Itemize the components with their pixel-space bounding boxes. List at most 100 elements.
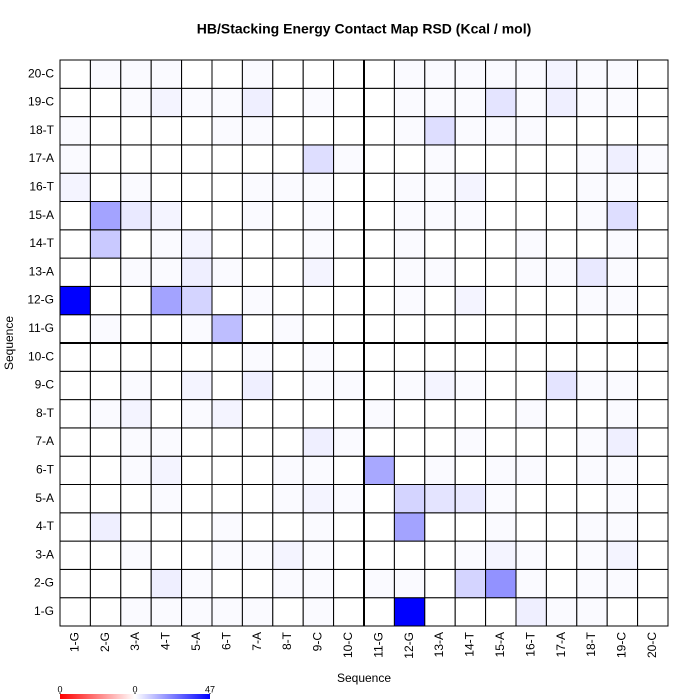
cell: [363, 87, 395, 118]
cell: [454, 59, 487, 89]
cell: [485, 597, 517, 627]
y-tick-label: 8-T: [36, 406, 55, 420]
cell: [333, 172, 365, 202]
cell: [424, 597, 456, 627]
x-tick-label: 16-T: [523, 631, 537, 656]
cell: [181, 342, 213, 372]
x-tick-label: 8-T: [280, 631, 294, 650]
cell: [241, 597, 274, 627]
cell: [333, 484, 365, 514]
cell: [120, 399, 152, 429]
cell: [576, 399, 608, 429]
colorbar-tick-label: 0: [57, 684, 62, 694]
cell: [181, 59, 213, 89]
cell: [150, 427, 183, 457]
cell: [393, 427, 426, 457]
cell: [515, 370, 547, 401]
cell: [181, 257, 213, 287]
cell: [89, 484, 122, 514]
cell: [272, 342, 304, 372]
cell: [454, 172, 487, 202]
cell: [120, 427, 152, 457]
cell: [363, 597, 395, 627]
cell: [302, 399, 335, 429]
cell: [576, 370, 608, 401]
cell: [545, 116, 578, 146]
cell: [363, 540, 395, 570]
cell: [363, 285, 395, 316]
cell: [545, 512, 578, 542]
cell: [181, 597, 213, 627]
cell: [211, 116, 243, 146]
cell: [363, 314, 395, 344]
cell: [454, 427, 487, 457]
cell: [211, 285, 243, 316]
cell: [424, 257, 456, 287]
cell: [515, 314, 547, 344]
cell: [59, 229, 91, 259]
y-tick-label: 3-A: [35, 547, 54, 561]
x-tick-label: 6-T: [219, 631, 233, 650]
cell: [606, 201, 639, 231]
cell: [211, 257, 243, 287]
cell: [515, 568, 547, 599]
cell: [302, 427, 335, 457]
cell: [515, 87, 547, 118]
cell: [545, 484, 578, 514]
cell: [485, 399, 517, 429]
cell: [333, 314, 365, 344]
cell: [272, 59, 304, 89]
cell: [485, 201, 517, 231]
cell: [363, 229, 395, 259]
cell: [302, 568, 335, 599]
y-tick-label: 7-A: [35, 434, 54, 448]
cell: [120, 512, 152, 542]
cell: [150, 342, 183, 372]
y-tick-label: 19-C: [28, 95, 54, 109]
cell: [485, 455, 517, 486]
cell: [181, 399, 213, 429]
cell: [241, 314, 274, 344]
cell: [393, 144, 426, 174]
cell: [454, 342, 487, 372]
cell: [576, 314, 608, 344]
cell: [363, 144, 395, 174]
cell: [211, 144, 243, 174]
cell: [211, 540, 243, 570]
cell: [576, 229, 608, 259]
cell: [545, 172, 578, 202]
cell: [606, 172, 639, 202]
cell: [515, 285, 547, 316]
y-tick-label: 9-C: [35, 378, 55, 392]
cell: [181, 484, 213, 514]
cell: [272, 172, 304, 202]
cell: [89, 59, 122, 89]
cell: [89, 597, 122, 627]
cell: [211, 597, 243, 627]
cell: [181, 512, 213, 542]
cell: [393, 484, 426, 514]
cell: [181, 116, 213, 146]
cell: [485, 427, 517, 457]
cell: [89, 342, 122, 372]
cell: [545, 229, 578, 259]
cell: [363, 512, 395, 542]
cell: [637, 87, 669, 118]
x-tick-label: 10-C: [341, 632, 355, 658]
cell: [120, 229, 152, 259]
cell: [120, 59, 152, 89]
cell: [302, 314, 335, 344]
cell: [515, 229, 547, 259]
y-tick-label: 14-T: [29, 236, 54, 250]
cell: [272, 285, 304, 316]
cell: [272, 512, 304, 542]
y-tick-label: 18-T: [29, 123, 54, 137]
cell: [393, 201, 426, 231]
cell: [393, 116, 426, 146]
cell: [424, 484, 456, 514]
y-tick-label: 15-A: [29, 208, 54, 222]
cell: [515, 484, 547, 514]
cell: [302, 512, 335, 542]
cell: [120, 342, 152, 372]
cell: [89, 201, 122, 231]
